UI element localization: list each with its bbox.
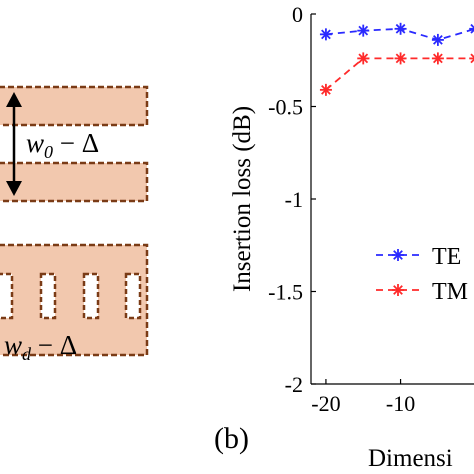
legend-label: TE [432, 244, 461, 270]
slot [0, 272, 14, 320]
top-strip [0, 85, 149, 127]
legend-item: TM [376, 279, 468, 305]
y-tick-label: 0 [292, 2, 303, 27]
y-tick-label: -1.5 [268, 280, 303, 305]
data-point [469, 23, 474, 34]
data-point [431, 52, 444, 65]
y-ticks: 0 -0.5 -1 -1.5 -2 [268, 2, 316, 397]
y-axis-label: Insertion loss (dB) [229, 106, 256, 292]
data-point [431, 33, 444, 46]
star-arm [395, 23, 406, 34]
data-point [357, 24, 370, 37]
star-arm [393, 285, 403, 295]
x-axis-label: Dimensi [368, 445, 453, 472]
chart: 0 -0.5 -1 -1.5 -2 -20 -10 Insertion loss (dB)… [229, 2, 474, 472]
data-point [319, 83, 332, 96]
star-arm [358, 53, 369, 64]
series-tm [319, 52, 474, 96]
slot-group [0, 272, 142, 320]
y-tick-label: -0.5 [268, 95, 303, 120]
y-tick-label: -2 [285, 372, 303, 397]
data-point [392, 249, 404, 261]
slot [124, 272, 142, 320]
legend: TE TM [360, 226, 474, 306]
star-arm [321, 29, 331, 40]
y-tick-label: -1 [285, 187, 303, 212]
star-arm [470, 23, 474, 29]
top-width-label: w0 − Δ [26, 128, 99, 162]
x-tick-label: -10 [386, 391, 415, 416]
data-point [394, 22, 407, 35]
legend-box [360, 226, 474, 306]
slot [82, 272, 100, 320]
data-point [319, 28, 332, 41]
width-arrow-head-up [6, 92, 22, 107]
slot [39, 272, 57, 320]
star-arm [470, 28, 474, 34]
star-arm [395, 53, 406, 64]
data-point [394, 52, 407, 65]
star-arm [470, 58, 474, 64]
star-arm [433, 35, 443, 45]
legend-label: TM [432, 279, 468, 305]
bottom-width-label: wd − Δ [4, 330, 77, 364]
data-point [469, 53, 474, 64]
legend-item: TE [376, 244, 461, 270]
series-layer [319, 22, 474, 96]
star-arm [358, 25, 369, 36]
data-point [357, 52, 370, 65]
star-arm [393, 250, 403, 260]
x-tick-label: -20 [311, 391, 340, 416]
star-arm [470, 53, 474, 59]
bottom-strip [0, 243, 149, 357]
x-ticks: -20 -10 [311, 379, 415, 416]
panel-label: (b) [214, 422, 249, 455]
schematic-panel: w0 − Δ wd − Δ [0, 85, 149, 364]
star-arm [321, 84, 331, 95]
width-arrow-head-down [6, 181, 22, 196]
data-point [392, 284, 404, 296]
star-arm [433, 53, 443, 64]
series-te [319, 22, 474, 46]
middle-strip [0, 161, 149, 203]
